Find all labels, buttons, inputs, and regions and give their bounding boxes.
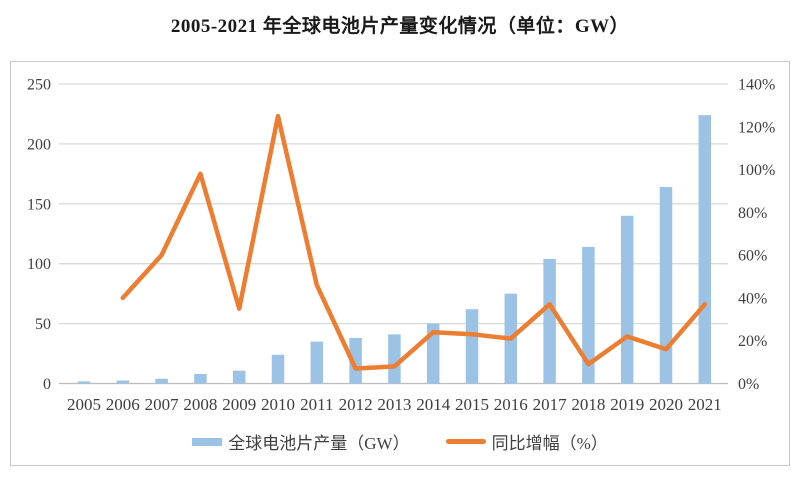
bar-2011 (310, 341, 324, 384)
bar-2018 (582, 246, 595, 384)
x-tick-label-2013: 2013 (377, 395, 411, 414)
legend-line-swatch (445, 439, 486, 444)
bar-2014 (426, 323, 440, 384)
legend-bar-swatch (192, 437, 223, 446)
bar-2006 (116, 380, 130, 384)
y-right-tick-label: 60% (738, 248, 767, 265)
x-tick-label-2008: 2008 (183, 395, 217, 414)
x-tick-label-2007: 2007 (145, 395, 180, 414)
y-left-tick-label: 150 (27, 196, 51, 213)
y-right-tick-label: 20% (738, 333, 767, 350)
x-tick-label-2006: 2006 (106, 395, 140, 414)
bar-2015 (465, 309, 479, 384)
y-left-tick-label: 200 (27, 136, 51, 153)
x-tick-label-2018: 2018 (571, 395, 605, 414)
x-tick-label-2011: 2011 (300, 395, 333, 414)
x-tick-label-2016: 2016 (494, 395, 528, 414)
plot-canvas: 0 50 100 150 200 250 0% 20% 40% 60% 80% 100% 120% 140… (27, 77, 775, 415)
y-right-tick-label: 140% (738, 77, 775, 94)
bar-2010 (271, 354, 285, 384)
y-right-tick-label: 0% (738, 376, 759, 393)
x-tick-label-2021: 2021 (688, 395, 722, 414)
x-tick-label-2015: 2015 (455, 395, 489, 414)
y-left-tick-label: 250 (27, 77, 51, 94)
bar-2020 (659, 187, 673, 384)
y-left-tick-label: 0 (43, 376, 51, 393)
x-tick-label-2014: 2014 (416, 395, 451, 414)
bar-2009 (232, 370, 246, 384)
chart-title: 2005-2021 年全球电池片产量变化情况（单位：GW） (170, 16, 630, 37)
growth-line (120, 113, 708, 371)
x-tick-label-2010: 2010 (261, 395, 295, 414)
chart-box: 0 50 100 150 200 250 0% 20% 40% 60% 80% 100% 120% 140… (10, 61, 790, 466)
bar-2012 (349, 337, 362, 384)
x-tick-label-2012: 2012 (339, 395, 373, 414)
y-right-tick-label: 40% (738, 290, 767, 307)
legend-bar-label: 全球电池片产量（GW） (228, 434, 410, 453)
x-tick-label-2019: 2019 (610, 395, 644, 414)
bar-2005 (77, 381, 91, 384)
y-right-tick-label: 80% (738, 205, 767, 222)
y-right-tick-label: 120% (738, 119, 775, 136)
bar-2019 (620, 215, 634, 384)
bar-2021 (698, 115, 712, 384)
x-tick-label-2009: 2009 (222, 395, 256, 414)
x-tick-label-2017: 2017 (533, 395, 568, 414)
y-left-tick-label: 50 (35, 316, 51, 333)
x-tick-label-2020: 2020 (649, 395, 683, 414)
bar-2007 (155, 378, 168, 384)
bar-2008 (194, 373, 207, 384)
legend: 全球电池片产量（GW） 同比增幅（%） (11, 429, 789, 454)
y-right-tick-label: 100% (738, 162, 775, 179)
bar-2017 (543, 258, 556, 384)
legend-line-label: 同比增幅（%） (491, 434, 608, 453)
bar-2013 (388, 334, 401, 384)
y-left-tick-label: 100 (27, 256, 51, 273)
x-tick-label-2005: 2005 (67, 395, 101, 414)
